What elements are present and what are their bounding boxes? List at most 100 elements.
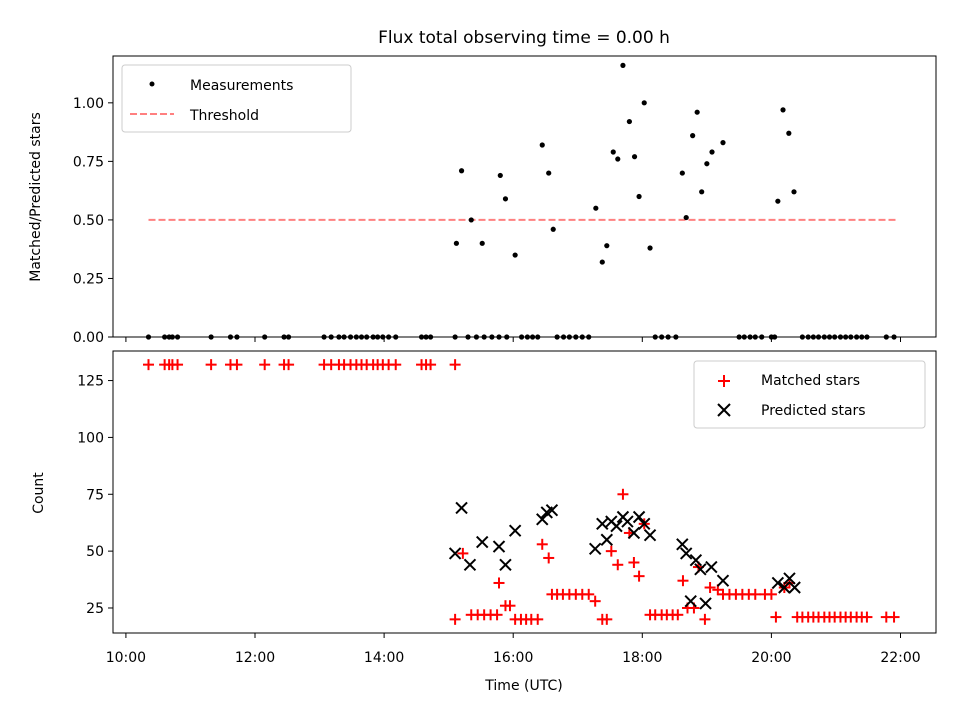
top-y-tick-label: 0.50 [73,213,104,229]
matched-star-point [749,588,761,600]
predicted-star-point [679,547,693,560]
predicted-star-point [508,524,522,537]
bottom-y-tick-label: 125 [77,374,104,390]
measurement-point [709,149,715,155]
predicted-star-point [771,576,785,590]
legend-matched-label: Matched stars [761,373,860,389]
top-axes-frame [112,55,937,338]
matched-star-point [888,611,900,623]
matched-star-point [205,359,217,371]
measurement-point [626,118,632,125]
matched-star-point [491,609,503,621]
measurement-point [791,189,797,195]
top-y-tick-labels: 0.00 0.25 0.50 0.75 1.00 [73,96,901,346]
matched-star-point [699,613,711,625]
top-legend: Measurements Threshold [121,64,352,133]
predicted-star-point [705,560,718,574]
predicted-star-point [588,542,602,556]
measurement-point [539,142,545,148]
top-y-tick-label: 0.00 [73,330,104,346]
bottom-x-tick-label: 18:00 [622,650,662,666]
predicted-star-point [788,581,801,594]
predicted-star-point [627,526,641,540]
matched-star-point [672,609,684,621]
predicted-star-point [476,535,489,549]
matched-star-point [633,570,645,582]
measurement-point [615,156,621,162]
top-y-tick-label: 1.00 [73,96,104,112]
predicted-star-point [492,540,506,553]
matched-star-point [765,588,777,600]
predicted-star-point [643,529,657,542]
measurement-point [453,240,460,246]
measurement-point [512,252,518,258]
matched-star-point [589,595,601,607]
measurement-point [694,109,700,115]
bottom-y-tick-label: 50 [86,544,104,560]
predicted-star-point [676,538,689,551]
legend-measurements-label: Measurements [190,78,293,94]
matched-star-point [677,575,689,587]
bottom-y-tick-labels: 25 50 75 100 125 [77,374,113,617]
measurement-point [458,168,465,174]
matched-star-point [628,557,640,568]
measurement-point [604,243,610,249]
top-legend-box [121,64,352,133]
measurement-point [631,154,638,160]
matched-star-point [536,538,548,550]
bottom-x-tick-label: 22:00 [880,650,920,666]
predicted-star-point [455,501,468,515]
predicted-star-point [716,574,730,587]
measurement-point [479,240,485,246]
predicted-star-point [463,558,477,571]
predicted-star-point [694,563,707,576]
matched-star-point [532,613,544,625]
measurement-point [679,170,685,176]
matched-star-point [770,611,782,623]
measurement-point [610,149,616,155]
predicted-star-point [536,513,549,526]
matched-star-point [425,359,437,371]
matched-star-point [605,545,617,557]
matched-star-point [704,582,716,594]
matched-star-point [143,359,155,371]
bottom-y-tick-label: 75 [86,487,104,503]
matched-star-point [617,488,629,500]
top-y-axis-label: Matched/Predicted stars [28,112,44,282]
measurement-point [647,245,653,251]
predicted-star-point [632,510,646,524]
measurement-point [593,205,599,211]
bottom-x-tick-label: 12:00 [235,650,275,666]
predicted-star-point [699,597,712,610]
bottom-legend-box [693,360,926,429]
matched-star-point [493,577,505,589]
matched-star-point [504,600,516,612]
measurement-point [550,226,556,232]
measurement-point [775,198,781,204]
legend-matched-marker [718,375,730,387]
measurement-point [699,189,705,195]
predicted-star-point [638,517,651,531]
measurement-point [683,214,689,221]
legend-threshold-label: Threshold [189,108,259,124]
matched-star-point [543,552,555,564]
measurement-point [704,161,710,167]
matched-star-point [449,359,461,371]
legend-measurements-marker [149,81,155,87]
predicted-star-point [689,554,703,567]
matched-star-point [283,359,295,371]
measurement-point [620,62,626,68]
measurement-point [720,140,726,146]
measurement-point [641,100,647,106]
bottom-x-tick-label: 14:00 [364,650,404,666]
legend-predicted-marker [717,403,731,417]
bottom-x-tick-label: 16:00 [493,650,533,666]
predicted-star-point [610,519,623,533]
matched-star-point [457,547,469,559]
bottom-y-tick-label: 25 [86,601,104,617]
predicted-star-point [621,515,634,528]
bottom-legend: Matched stars Predicted stars [693,360,926,429]
matched-star-point [259,359,271,371]
predicted-star-point [600,533,614,546]
matched-star-point [231,359,243,371]
